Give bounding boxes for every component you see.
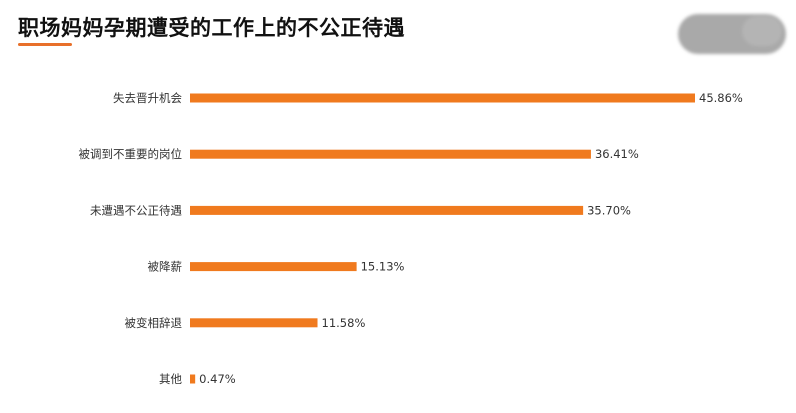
value-label: 35.70% — [587, 203, 631, 217]
value-label: 36.41% — [595, 147, 639, 161]
chart-title: 职场妈妈孕期遭受的工作上的不公正待遇 — [18, 16, 405, 40]
bar — [190, 149, 591, 159]
bar — [190, 374, 196, 384]
category-label: 被降薪 — [148, 260, 183, 274]
category-label: 被变相辞退 — [125, 316, 183, 330]
category-label: 失去晋升机会 — [113, 91, 182, 105]
category-label: 被调到不重要的岗位 — [79, 147, 183, 161]
category-label: 未遭遇不公正待遇 — [90, 203, 182, 217]
value-label: 11.58% — [322, 316, 366, 330]
title-accent-underline — [18, 43, 72, 46]
blurred-watermark — [678, 14, 786, 54]
bar — [190, 318, 318, 328]
bar — [190, 262, 357, 272]
value-label: 45.86% — [699, 91, 743, 105]
value-label: 15.13% — [361, 260, 405, 274]
bars-group: 失去晋升机会 45.86% 被调到不重要的岗位 36.41% 未遭遇不公正待遇 35.70… — [79, 91, 743, 386]
bar — [190, 205, 584, 215]
category-label: 其他 — [159, 372, 182, 386]
value-label: 0.47% — [199, 372, 236, 386]
bar — [190, 93, 695, 103]
